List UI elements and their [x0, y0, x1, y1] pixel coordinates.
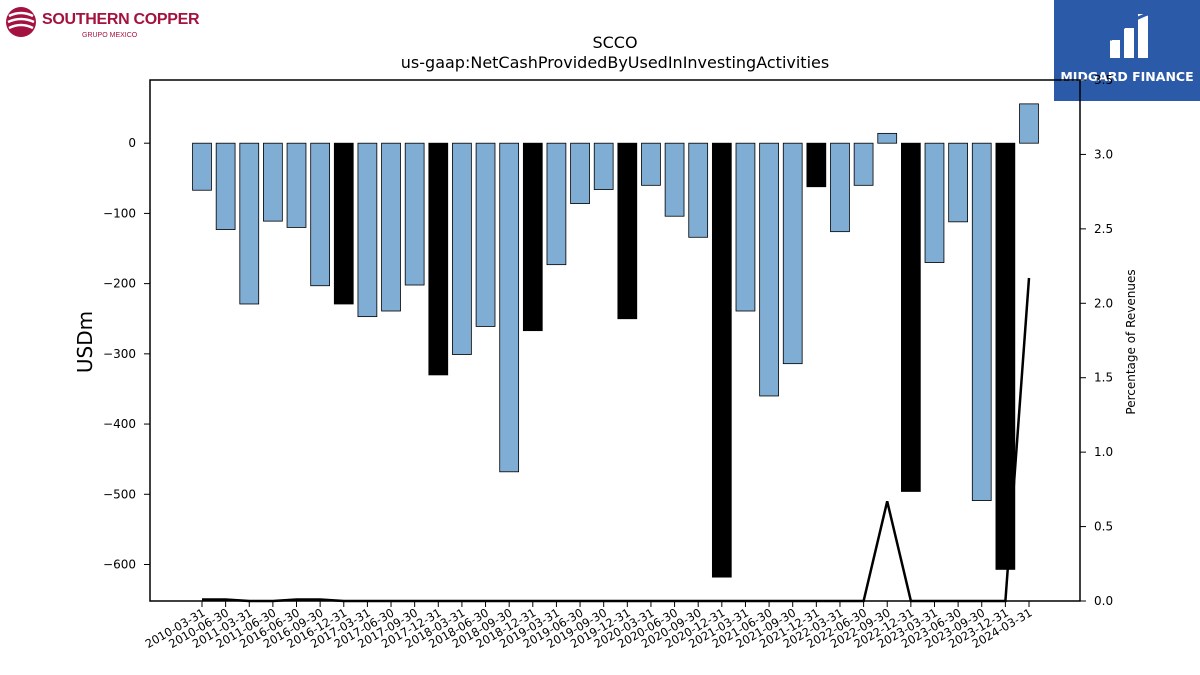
bar-2021-12-31 — [806, 142, 827, 188]
logo-left-sub: GRUPO MEXICO — [82, 32, 138, 39]
bar-2017-12-31 — [428, 142, 449, 376]
x-axis-ticks: 2010-03-312010-06-302011-03-312011-06-30… — [143, 601, 1035, 651]
bar-2017-06-30 — [381, 142, 401, 312]
bar-2023-12-31 — [995, 142, 1016, 570]
bar-2019-12-31 — [617, 142, 638, 320]
logo-right-name: MIDGARD FINANCE — [1060, 69, 1194, 84]
y-tick-label: −100 — [103, 206, 136, 220]
bar-2017-09-30 — [404, 142, 425, 286]
bar-2018-09-30 — [499, 142, 520, 473]
y2-tick-label: 2.0 — [1094, 296, 1113, 310]
bar-2024-03-31 — [1019, 103, 1039, 144]
bar-2020-12-31 — [711, 142, 732, 578]
y-tick-label: −400 — [103, 417, 136, 431]
bar-2021-03-31 — [735, 142, 756, 312]
bar-2016-06-30 — [286, 142, 307, 228]
y2-tick-label: 3.0 — [1094, 147, 1113, 161]
y-tick-label: −600 — [103, 557, 136, 571]
bar-2020-09-30 — [688, 142, 709, 238]
midgard-finance-logo: MIDGARD FINANCE — [1054, 0, 1200, 101]
bar-2018-06-30 — [475, 142, 496, 327]
southern-copper-logo: SOUTHERN COPPER GRUPO MEXICO — [4, 4, 204, 44]
bar-2010-06-30 — [215, 142, 236, 230]
chart-title: SCCO — [592, 33, 637, 52]
bar-2018-03-31 — [452, 142, 472, 355]
bar-2022-03-31 — [830, 142, 850, 233]
southern-copper-mark-icon — [6, 7, 36, 37]
y2-axis-ticks: 0.0 0.5 1.0 1.5 2.0 2.5 3.0 3.5 — [1080, 73, 1113, 608]
logo-left-name: SOUTHERN COPPER — [42, 11, 200, 28]
bar-2011-03-31 — [239, 142, 260, 305]
bar-2016-12-31 — [333, 142, 354, 305]
y-tick-label: −500 — [103, 487, 136, 501]
bar-2021-09-30 — [782, 142, 803, 365]
bar-2023-06-30 — [948, 142, 968, 223]
y2-axis-label: Percentage of Revenues — [1124, 269, 1138, 414]
bar-2011-06-30 — [263, 142, 283, 222]
y2-tick-label: 0.5 — [1094, 520, 1113, 534]
bar-2022-12-31 — [901, 142, 921, 492]
bar-2017-03-31 — [357, 142, 378, 318]
bars-group — [192, 103, 1039, 578]
bar-2019-06-30 — [570, 142, 590, 204]
y2-tick-label: 0.0 — [1094, 594, 1113, 608]
y2-tick-label: 2.5 — [1094, 222, 1113, 236]
y2-tick-label: 1.0 — [1094, 445, 1113, 459]
y2-tick-label: 3.5 — [1094, 73, 1113, 87]
midgard-mark-icon — [1108, 12, 1149, 58]
y-axis-ticks: 0 −100 −200 −300 −400 −500 −600 — [103, 136, 150, 571]
y-axis-label: USDm — [73, 311, 97, 373]
bar-2019-03-31 — [546, 142, 567, 266]
bar-2019-09-30 — [593, 142, 614, 190]
bar-2023-09-30 — [971, 142, 992, 501]
bar-2023-03-31 — [924, 142, 945, 263]
y-tick-label: −300 — [103, 347, 136, 361]
bar-2021-06-30 — [759, 142, 779, 397]
bar-2020-03-31 — [641, 142, 661, 186]
y2-tick-label: 1.5 — [1094, 371, 1113, 385]
bar-2020-06-30 — [664, 142, 685, 217]
y-tick-label: −200 — [103, 277, 136, 291]
bar-2022-09-30 — [877, 132, 898, 144]
bar-2010-03-31 — [192, 142, 212, 191]
chart-subtitle: us-gaap:NetCashProvidedByUsedInInvesting… — [401, 53, 829, 72]
bar-2022-06-30 — [853, 142, 874, 186]
plot-frame — [149, 79, 1081, 602]
bar-2018-12-31 — [522, 142, 543, 332]
y-tick-label: 0 — [128, 136, 136, 150]
bar-2016-09-30 — [310, 142, 330, 287]
